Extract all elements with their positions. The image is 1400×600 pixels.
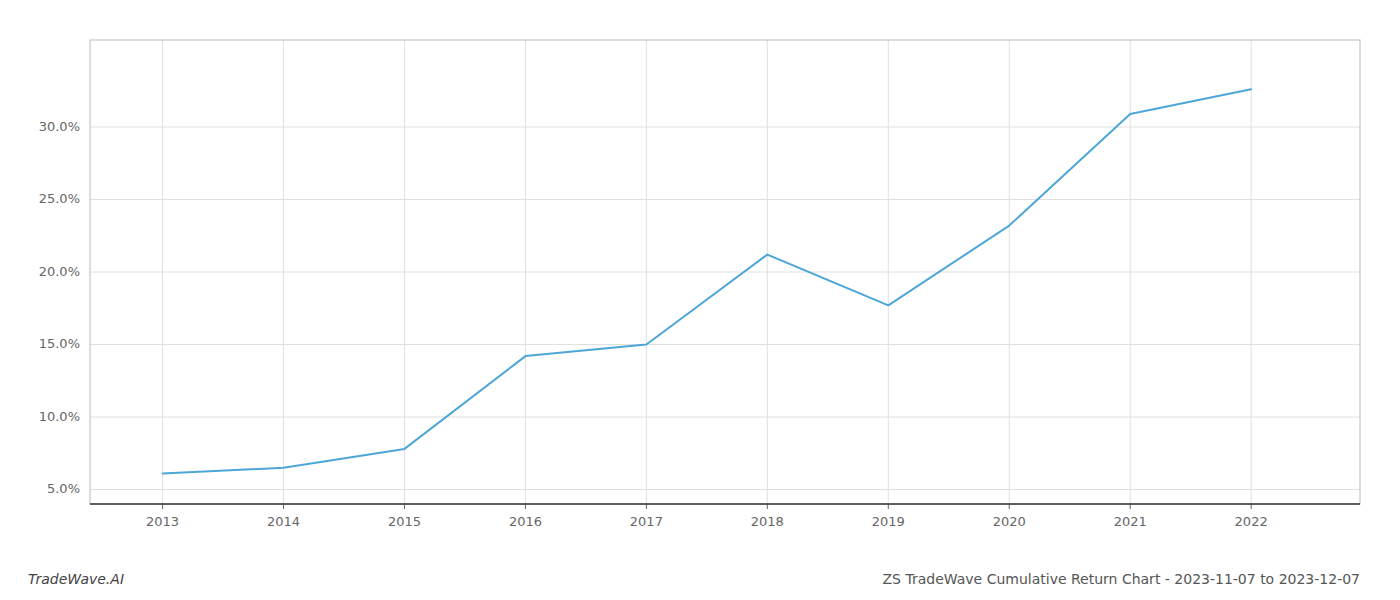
grid [90, 40, 1360, 504]
y-grid-line [90, 344, 1360, 345]
x-grid-line [525, 40, 526, 504]
y-tick-label: 15.0% [39, 336, 80, 351]
x-grid-line [1251, 40, 1252, 504]
y-tick-label: 20.0% [39, 264, 80, 279]
x-axis-line [90, 503, 1360, 505]
y-grid-line [90, 272, 1360, 273]
x-grid-line [1130, 40, 1131, 504]
chart-container: 5.0% 10.0% 15.0% 20.0% 25.0% 30.0% 2013 2014 201… [0, 0, 1400, 600]
x-tick-label: 2019 [872, 514, 905, 529]
axes: 5.0% 10.0% 15.0% 20.0% 25.0% 30.0% 2013 2014 201… [39, 40, 1360, 529]
x-grid-line [767, 40, 768, 504]
x-grid-line [888, 40, 889, 504]
x-tick-label: 2013 [146, 514, 179, 529]
series-group [163, 89, 1252, 473]
x-tick-label: 2021 [1114, 514, 1147, 529]
x-grid-line [1009, 40, 1010, 504]
x-grid-line [646, 40, 647, 504]
x-tick-label: 2017 [630, 514, 663, 529]
x-tick-label: 2020 [993, 514, 1026, 529]
x-tick-label: 2015 [388, 514, 421, 529]
x-tick-label: 2016 [509, 514, 542, 529]
x-grid-line [162, 40, 163, 504]
x-grid-line [283, 40, 284, 504]
x-tick-label: 2014 [267, 514, 300, 529]
background [0, 0, 1400, 600]
watermark: TradeWave.AI [28, 571, 124, 587]
title: ZS TradeWave Cumulative Return Chart - 2… [883, 571, 1361, 587]
x-tick-label: 2022 [1235, 514, 1268, 529]
y-tick-label: 10.0% [39, 409, 80, 424]
y-tick-label: 5.0% [47, 481, 80, 496]
y-grid-line [90, 489, 1360, 490]
plot-frame [90, 40, 1360, 504]
chart: 5.0% 10.0% 15.0% 20.0% 25.0% 30.0% 2013 2014 201… [0, 0, 1400, 600]
x-tick-label: 2018 [751, 514, 784, 529]
y-tick-label: 30.0% [39, 119, 80, 134]
y-tick-label: 25.0% [39, 191, 80, 206]
y-grid-line [90, 417, 1360, 418]
line [163, 89, 1252, 473]
x-grid-line [404, 40, 405, 504]
y-grid-line [90, 199, 1360, 200]
y-grid-line [90, 127, 1360, 128]
